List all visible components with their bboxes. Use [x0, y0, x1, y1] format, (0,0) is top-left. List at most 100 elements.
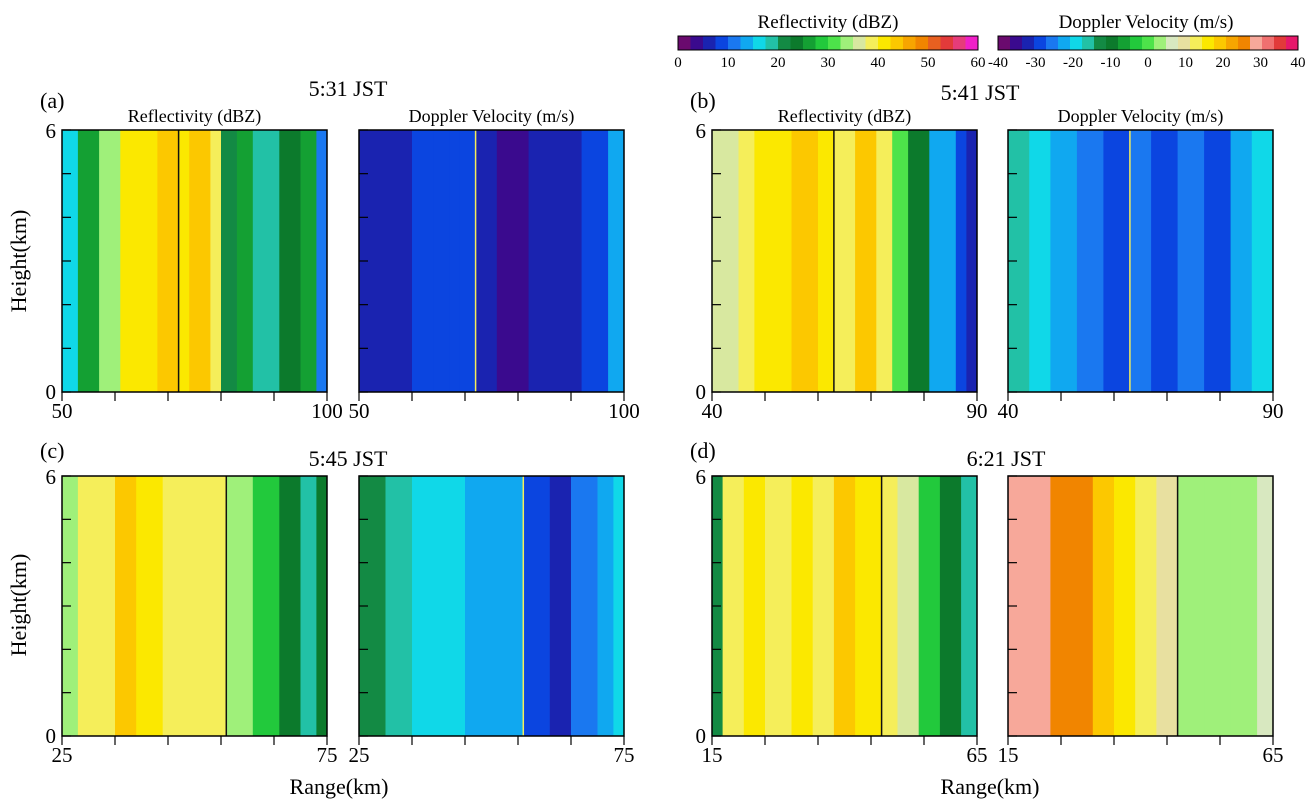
reflectivity-colorbar-swatch: [903, 36, 916, 50]
vel-data-band: [581, 130, 609, 392]
y-tick-label: 0: [696, 380, 707, 404]
velocity-colorbar-swatch: [1034, 36, 1047, 50]
refl-data-band: [252, 130, 280, 392]
vel-data-band: [1129, 130, 1152, 392]
velocity-colorbar-swatch: [1118, 36, 1131, 50]
velocity-colorbar-swatch: [1166, 36, 1179, 50]
x-tick-label: 65: [1263, 743, 1284, 767]
refl-data-band: [818, 130, 835, 392]
velocity-colorbar-frame: [997, 35, 1299, 51]
panel-letter: (a): [40, 88, 64, 113]
x-tick-label: 15: [998, 743, 1019, 767]
velocity-colorbar-swatch: [1226, 36, 1239, 50]
reflectivity-colorbar-swatch: [965, 36, 979, 50]
x-tick-label: 40: [998, 399, 1019, 423]
velocity-colorbar-swatch: [1130, 36, 1143, 50]
vel-subplot-title: Doppler Velocity (m/s): [1058, 106, 1224, 127]
refl-data-band: [77, 476, 95, 736]
velocity-colorbar-swatch: [998, 36, 1011, 50]
refl-data-band: [955, 130, 967, 392]
x-tick-label: 25: [349, 743, 370, 767]
velocity-colorbar: -40 -30 -20 -10 0 10 20 30 40: [988, 35, 1306, 71]
refl-data-band: [316, 476, 328, 736]
vel-data-band: [1008, 476, 1030, 736]
velocity-colorbar-tick-label: 10: [1178, 55, 1193, 71]
refl-data-band: [929, 130, 957, 392]
reflectivity-colorbar-tick-label: 60: [971, 55, 986, 71]
vel-data-band: [412, 130, 434, 392]
x-tick-label: 40: [702, 399, 723, 423]
x-tick-label: 50: [52, 399, 73, 423]
y-tick-label: 6: [696, 465, 707, 489]
vel-data-band: [1177, 130, 1205, 392]
reflectivity-colorbar-title: Reflectivity (dBZ): [758, 12, 899, 33]
colorbars: Reflectivity (dBZ) 0 10 20 30 40 50 60 Doppler…: [674, 12, 1305, 71]
refl-data-band: [908, 130, 930, 392]
vel-data-band: [608, 130, 625, 392]
vel-data-band: [433, 130, 450, 392]
vel-subplot: 15 65: [998, 475, 1284, 767]
velocity-colorbar-swatch: [1238, 36, 1251, 50]
reflectivity-colorbar-swatch: [765, 36, 779, 50]
vel-data-band: [1156, 476, 1179, 736]
refl-data-band: [316, 130, 328, 392]
refl-data-band: [855, 476, 883, 736]
velocity-colorbar-swatch: [1106, 36, 1119, 50]
reflectivity-colorbar-swatch: [940, 36, 954, 50]
velocity-colorbar-tick-label: 40: [1291, 55, 1306, 71]
reflectivity-colorbar-swatch: [915, 36, 929, 50]
velocity-colorbar-tick-label: 0: [1144, 55, 1152, 71]
refl-data-band: [178, 130, 190, 392]
x-tick-label: 15: [702, 743, 723, 767]
refl-data-band: [300, 130, 317, 392]
reflectivity-colorbar-tick-label: 50: [921, 55, 936, 71]
y-axis-label-bottom: Height(km): [6, 554, 31, 657]
reflectivity-colorbar-frame: [677, 35, 979, 51]
refl-data-band: [236, 130, 254, 392]
x-tick-label: 100: [311, 399, 343, 423]
vel-subplot: 25 75: [349, 475, 635, 767]
velocity-colorbar-swatch: [1286, 36, 1299, 50]
vel-data-band: [1177, 476, 1205, 736]
refl-data-band: [876, 130, 893, 392]
velocity-colorbar-swatch: [1010, 36, 1023, 50]
x-tick-label: 100: [608, 399, 640, 423]
vel-data-band: [475, 130, 498, 392]
refl-data-band: [136, 476, 164, 736]
vel-subplot-title: Doppler Velocity (m/s): [409, 106, 575, 127]
refl-data-band: [833, 476, 856, 736]
reflectivity-colorbar-swatch: [803, 36, 816, 50]
velocity-colorbar-tick-label: -30: [1026, 55, 1046, 71]
reflectivity-colorbar-tick-label: 10: [721, 55, 736, 71]
reflectivity-colorbar-swatch: [840, 36, 854, 50]
refl-data-band: [120, 130, 158, 392]
refl-data-band: [855, 130, 877, 392]
y-tick-label: 6: [46, 119, 57, 143]
reflectivity-colorbar-swatch: [865, 36, 879, 50]
velocity-colorbar-swatch: [1094, 36, 1107, 50]
panel-letter: (c): [40, 438, 64, 463]
refl-data-band: [194, 476, 227, 736]
vel-data-band: [1071, 476, 1094, 736]
refl-data-band: [722, 476, 745, 736]
vel-data-band: [1257, 476, 1274, 736]
velocity-colorbar-swatch: [1214, 36, 1227, 50]
vel-data-band: [1092, 476, 1115, 736]
vel-data-band: [523, 476, 551, 736]
refl-subplot: 25 75 0 6: [46, 465, 338, 767]
refl-data-band: [221, 130, 238, 392]
refl-subplot-title: Reflectivity (dBZ): [128, 106, 261, 127]
vel-data-band: [1103, 130, 1131, 392]
reflectivity-colorbar-swatch: [928, 36, 941, 50]
vel-data-band: [1230, 130, 1253, 392]
y-axis-label-top: Height(km): [6, 210, 31, 313]
vel-data-band: [491, 476, 524, 736]
velocity-colorbar-title: Doppler Velocity (m/s): [1059, 12, 1234, 33]
velocity-colorbar-swatch: [1250, 36, 1263, 50]
velocity-colorbar-swatch: [1058, 36, 1071, 50]
velocity-colorbar-swatch: [1142, 36, 1155, 50]
panel-time: 5:31 JST: [309, 76, 388, 101]
vel-data-band: [465, 476, 492, 736]
panel-time: 5:45 JST: [309, 446, 388, 471]
